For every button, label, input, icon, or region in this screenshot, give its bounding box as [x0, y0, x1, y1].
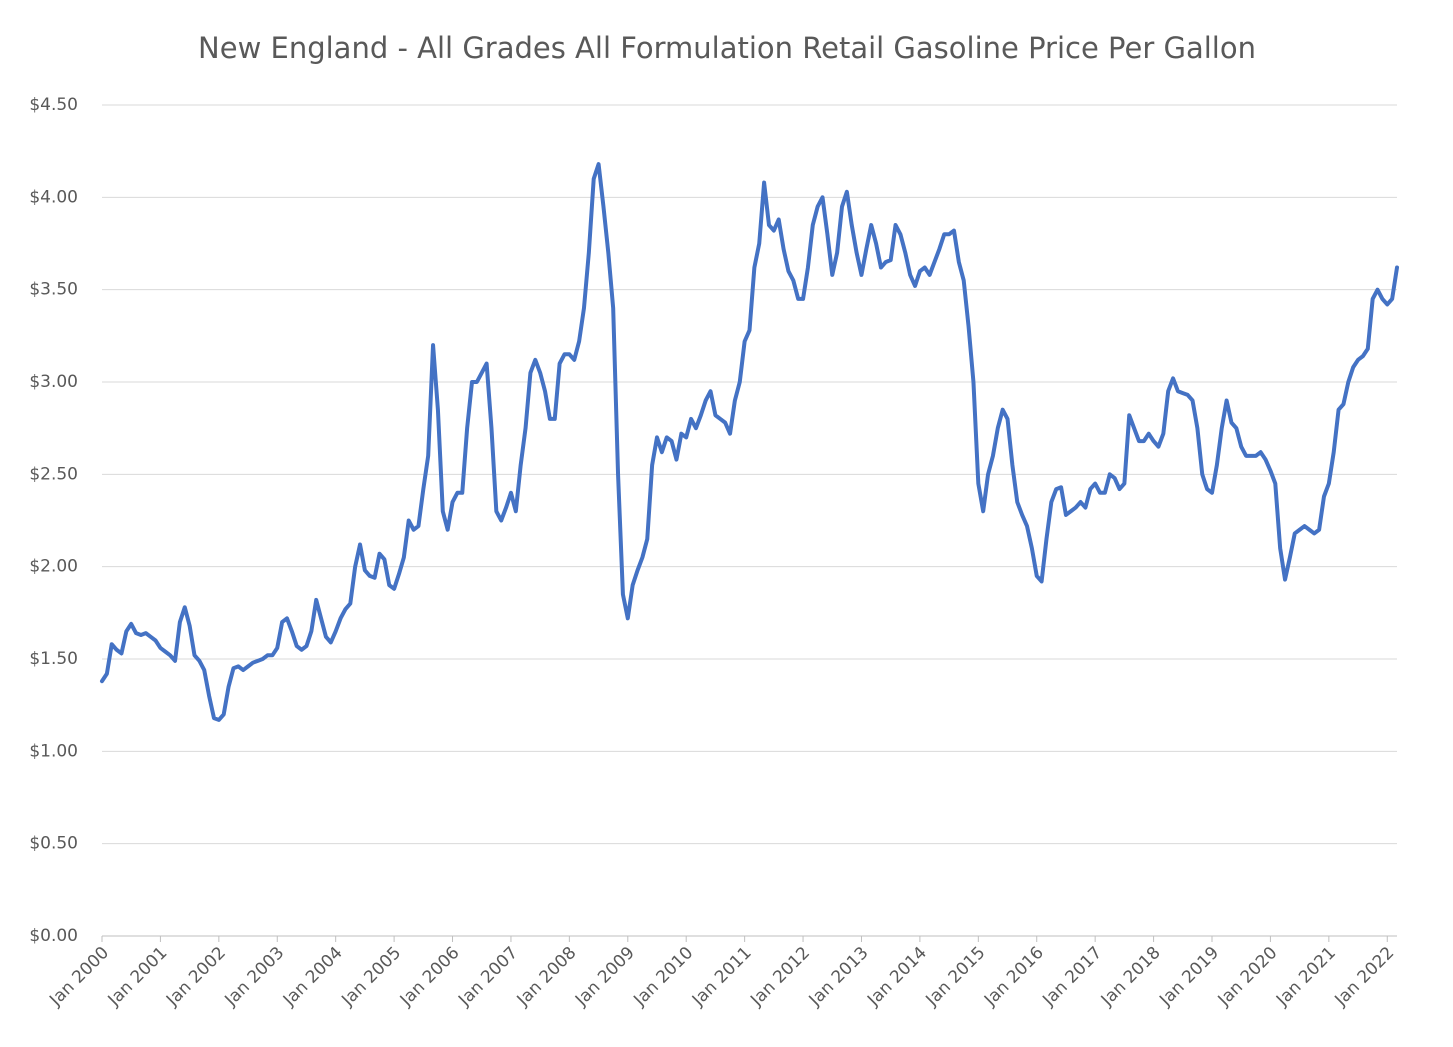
x-tick-label: Jan 2019	[1155, 943, 1223, 1011]
y-tick-label: $0.00	[29, 926, 78, 946]
chart-title: New England - All Grades All Formulation…	[198, 31, 1256, 65]
x-tick-label: Jan 2018	[1097, 943, 1165, 1011]
y-tick-label: $2.50	[29, 464, 78, 484]
price-line	[100, 162, 1399, 722]
x-tick-label: Jan 2004	[279, 943, 347, 1011]
x-tick-label: Jan 2003	[221, 943, 289, 1011]
y-tick-label: $2.00	[29, 557, 78, 577]
x-tick-label: Jan 2011	[688, 943, 756, 1011]
x-tick-label: Jan 2002	[162, 943, 230, 1011]
x-tick-label: Jan 2009	[571, 943, 639, 1011]
x-tick-label: Jan 2021	[1272, 943, 1340, 1011]
x-tick-label: Jan 2020	[1214, 943, 1282, 1011]
x-tick-label: Jan 2016	[980, 943, 1048, 1011]
x-tick-label: Jan 2008	[513, 943, 581, 1011]
y-tick-label: $1.00	[29, 741, 78, 761]
y-tick-label: $1.50	[29, 649, 78, 669]
x-tick-label: Jan 2000	[45, 943, 113, 1011]
x-tick-label: Jan 2010	[629, 943, 697, 1011]
y-tick-label: $3.00	[29, 372, 78, 392]
y-tick-label: $0.50	[29, 834, 78, 854]
x-tick-label: Jan 2013	[805, 943, 873, 1011]
y-tick-label: $4.50	[29, 95, 78, 115]
y-tick-label: $3.50	[29, 280, 78, 300]
x-tick-label: Jan 2017	[1038, 943, 1106, 1011]
x-tick-label: Jan 2006	[396, 943, 464, 1011]
x-tick-label: Jan 2005	[337, 943, 405, 1011]
x-tick-label: Jan 2014	[863, 943, 931, 1011]
x-tick-label: Jan 2007	[454, 943, 522, 1011]
y-tick-label: $4.00	[29, 187, 78, 207]
x-tick-label: Jan 2015	[922, 943, 990, 1011]
x-tick-label: Jan 2022	[1331, 943, 1399, 1011]
x-tick-label: Jan 2001	[104, 943, 172, 1011]
x-tick-label: Jan 2012	[746, 943, 814, 1011]
